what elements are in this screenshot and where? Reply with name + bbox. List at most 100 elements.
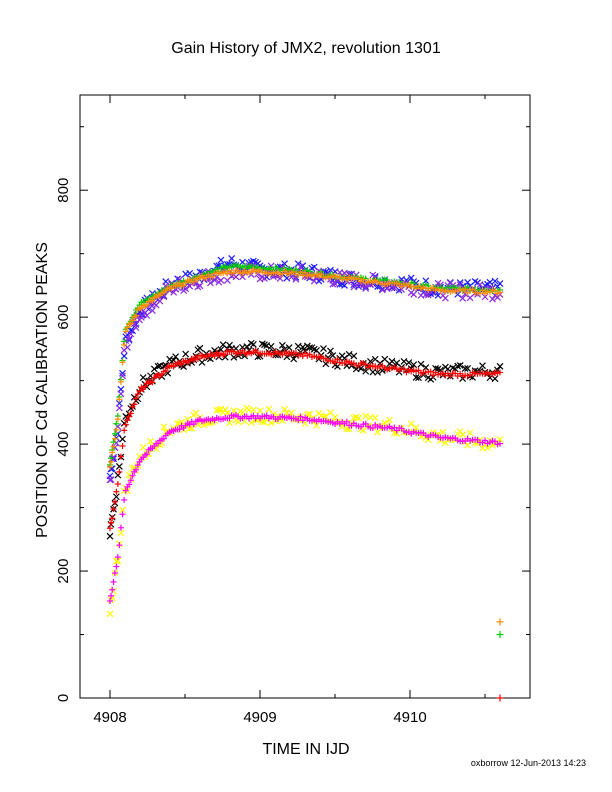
data-point xyxy=(497,369,503,376)
data-point xyxy=(417,360,425,368)
data-point xyxy=(194,355,201,362)
data-point xyxy=(142,383,149,390)
data-point xyxy=(281,405,289,413)
data-point xyxy=(119,359,126,366)
data-point xyxy=(126,481,133,488)
data-point xyxy=(407,420,415,428)
data-point xyxy=(297,268,304,275)
data-point xyxy=(143,312,151,319)
data-point xyxy=(186,269,194,277)
data-point xyxy=(320,345,327,352)
data-point xyxy=(137,313,145,321)
data-point xyxy=(137,311,145,319)
data-point xyxy=(148,307,156,314)
data-point xyxy=(121,341,128,348)
data-point xyxy=(461,365,469,372)
data-point xyxy=(441,294,449,302)
data-point xyxy=(154,362,162,370)
data-point xyxy=(388,357,396,365)
data-point xyxy=(261,275,268,282)
data-point xyxy=(313,422,320,429)
data-point xyxy=(162,367,169,374)
data-point xyxy=(439,428,447,436)
data-point xyxy=(496,618,504,626)
data-point xyxy=(110,578,117,585)
data-point xyxy=(215,406,223,414)
data-point xyxy=(327,347,334,355)
data-point xyxy=(178,361,185,368)
y-tick-label: 200 xyxy=(55,559,72,584)
data-point xyxy=(479,362,486,370)
data-point xyxy=(108,458,115,465)
data-point xyxy=(496,280,504,287)
data-point xyxy=(386,416,393,424)
data-point xyxy=(110,443,117,450)
data-point xyxy=(362,412,370,420)
data-point xyxy=(469,286,476,293)
data-point xyxy=(243,343,251,350)
data-point xyxy=(281,260,289,268)
data-point xyxy=(350,283,358,291)
data-point xyxy=(350,352,358,360)
plot-border xyxy=(79,94,531,699)
y-tick-label: 400 xyxy=(55,432,72,457)
data-point xyxy=(491,438,498,445)
data-point xyxy=(196,282,204,290)
data-point xyxy=(329,280,337,288)
plot-frame xyxy=(79,94,531,699)
data-point xyxy=(121,427,128,434)
data-points xyxy=(106,254,504,702)
data-point xyxy=(459,431,467,439)
data-point xyxy=(190,356,197,363)
data-point xyxy=(297,413,304,420)
data-point xyxy=(127,320,134,327)
data-point xyxy=(111,570,118,577)
data-point xyxy=(122,328,129,335)
data-point xyxy=(114,481,121,488)
data-point xyxy=(290,355,298,363)
data-point xyxy=(343,418,350,425)
data-point xyxy=(341,269,348,277)
data-point xyxy=(111,435,118,442)
data-point xyxy=(114,554,121,561)
data-point xyxy=(114,423,122,430)
data-point xyxy=(302,269,309,276)
data-point xyxy=(108,592,115,599)
data-point xyxy=(427,368,434,375)
data-point xyxy=(186,424,194,432)
data-point xyxy=(109,515,116,522)
data-point xyxy=(116,396,123,403)
data-point xyxy=(444,365,452,373)
data-point xyxy=(150,365,158,373)
data-point xyxy=(133,312,140,319)
data-point xyxy=(190,278,197,285)
footer-credit: oxborrow 12-Jun-2013 14:23 xyxy=(471,758,586,768)
data-point xyxy=(121,496,128,503)
x-axis-label: TIME IN IJD xyxy=(262,741,349,758)
data-point xyxy=(249,406,257,414)
data-point xyxy=(127,477,134,484)
data-point xyxy=(107,597,113,604)
data-point xyxy=(117,378,124,385)
data-point xyxy=(106,532,114,540)
y-tick-label: 0 xyxy=(55,694,72,702)
data-point xyxy=(341,282,348,289)
data-point xyxy=(111,498,118,505)
data-point xyxy=(127,410,134,417)
data-point xyxy=(481,293,489,301)
data-point xyxy=(350,281,358,289)
data-point xyxy=(198,358,206,366)
data-point xyxy=(117,529,125,537)
data-point xyxy=(119,511,126,518)
data-point xyxy=(124,417,131,424)
data-point xyxy=(217,276,225,284)
data-point xyxy=(132,324,140,332)
data-point xyxy=(196,344,204,352)
data-point xyxy=(454,362,462,370)
data-point xyxy=(107,476,115,483)
data-point xyxy=(496,694,504,702)
data-point xyxy=(114,416,121,423)
data-point xyxy=(112,493,120,501)
data-point xyxy=(117,453,124,460)
